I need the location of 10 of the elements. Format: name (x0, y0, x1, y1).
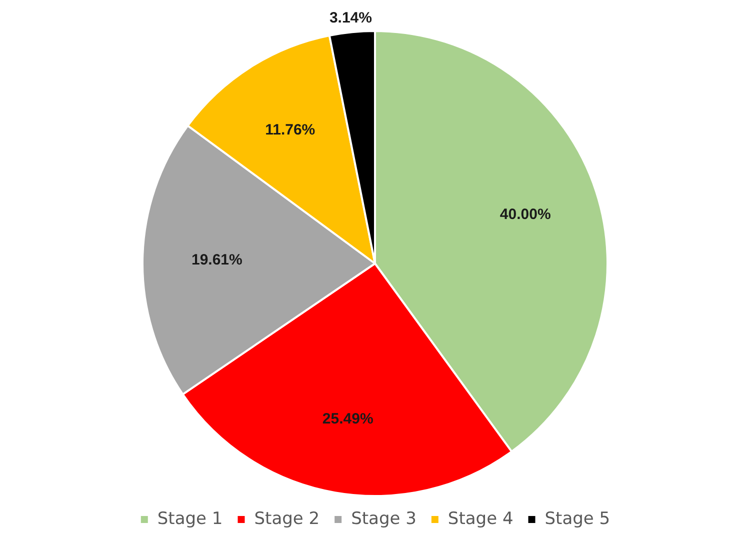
data-label: 3.14% (329, 9, 372, 26)
legend-label: Stage 4 (448, 508, 514, 529)
legend-label: Stage 1 (157, 508, 223, 529)
data-label: 11.76% (265, 121, 316, 138)
legend-label: Stage 3 (351, 508, 416, 529)
legend-label: Stage 5 (544, 508, 610, 529)
legend-label: Stage 2 (254, 508, 320, 529)
data-label: 40.00% (500, 206, 551, 223)
data-label: 25.49% (322, 410, 374, 428)
data-label: 19.61% (191, 252, 242, 269)
